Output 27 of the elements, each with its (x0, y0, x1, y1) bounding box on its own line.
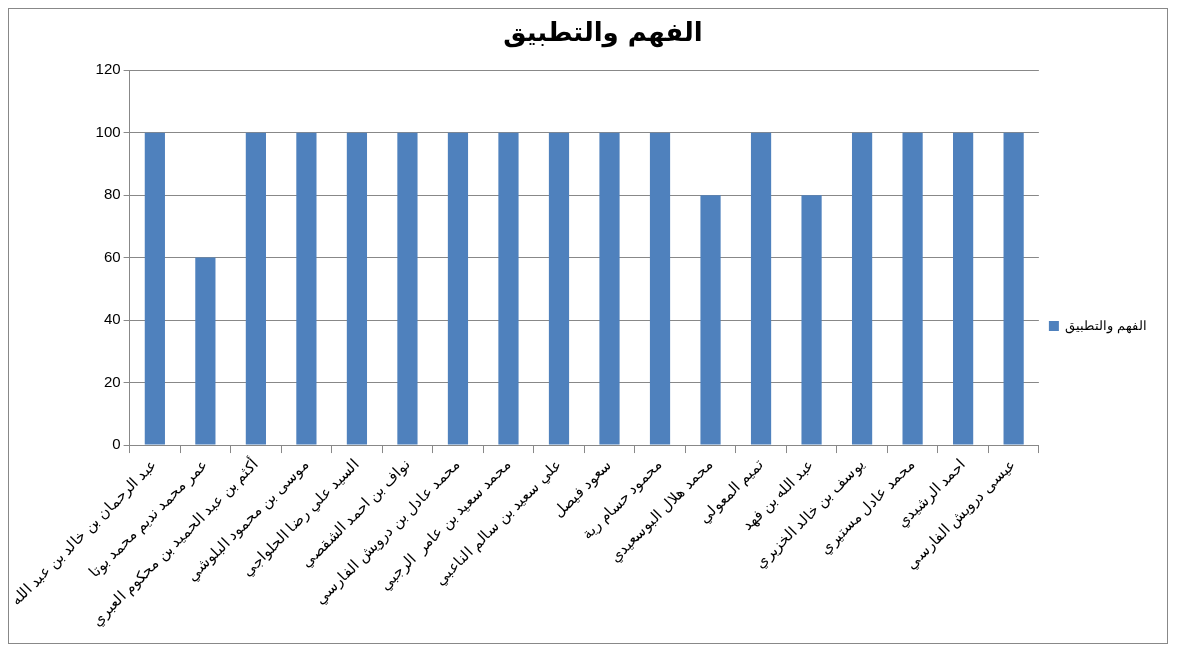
bar (144, 132, 165, 445)
bar (397, 132, 418, 445)
bar (245, 132, 266, 445)
y-tick-label: 60 (103, 247, 121, 265)
chart-title: الفهم والتطبيق (503, 17, 703, 49)
bar (296, 132, 317, 445)
bar (953, 132, 974, 445)
y-tick-label: 40 (103, 310, 121, 328)
bar (1003, 132, 1024, 445)
bar (195, 257, 216, 445)
y-tick-label: 20 (103, 372, 121, 390)
bar (447, 132, 469, 445)
bar (649, 132, 671, 445)
bar (902, 132, 923, 445)
y-tick-label: 100 (95, 122, 121, 140)
bar (851, 132, 873, 445)
y-tick-label: 0 (112, 435, 121, 453)
bar (498, 132, 519, 445)
bar (801, 195, 822, 445)
y-tick-label: 80 (103, 185, 121, 203)
y-tick-label: 120 (95, 60, 121, 78)
bar (750, 132, 772, 445)
bar (548, 132, 570, 445)
bar (700, 195, 721, 445)
bar (346, 132, 368, 445)
legend-label: الفهم والتطبيق (1065, 317, 1148, 334)
bar (599, 132, 620, 445)
